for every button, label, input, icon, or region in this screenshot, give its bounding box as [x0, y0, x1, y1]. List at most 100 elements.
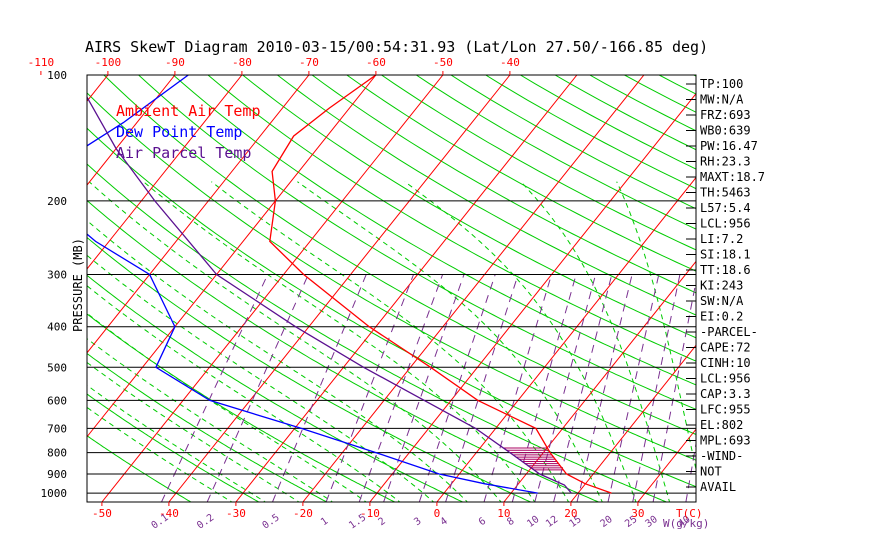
mixing-ratio-tick-label: 30	[644, 514, 660, 530]
index-label: EI:0.2	[700, 310, 743, 324]
bottom-temp-tick-label: 20	[564, 507, 577, 520]
plot-frame	[86, 74, 697, 503]
index-label: LCL:956	[700, 217, 751, 231]
index-label: MAXT:18.7	[700, 170, 765, 184]
index-label: TT:18.6	[700, 263, 751, 277]
dry-adiabat-line	[484, 75, 696, 190]
isotherm-line	[235, 75, 578, 502]
moist-adiabat-line	[87, 384, 267, 502]
pressure-tick-label: 600	[47, 394, 67, 407]
mixing-ratio-line	[576, 274, 633, 502]
moist-adiabat-line	[87, 285, 401, 502]
index-label: RH:23.3	[700, 155, 751, 169]
isotherm-line	[87, 75, 377, 438]
isotherm-line	[503, 260, 696, 502]
isotherm-line	[0, 75, 41, 502]
index-label: KI:243	[700, 279, 743, 293]
pressure-tick-label: 900	[47, 468, 67, 481]
mixing-ratio-line	[358, 274, 444, 502]
dry-adiabat-line	[103, 75, 696, 435]
top-temp-tick-label: -60	[366, 56, 386, 69]
dry-adiabat-line	[519, 75, 696, 170]
isotherm-line	[101, 75, 444, 502]
moist-adiabat-line	[211, 181, 570, 502]
moist-adiabat-line	[87, 254, 435, 502]
top-temp-tick-label: -80	[232, 56, 252, 69]
index-label: EL:802	[700, 418, 743, 432]
dry-adiabat-line	[311, 75, 696, 294]
mixing-ratio-tick-label: 12	[544, 514, 560, 530]
index-label: SW:N/A	[700, 294, 744, 308]
dry-adiabat-line	[276, 75, 696, 316]
isotherm-line	[87, 75, 109, 102]
pressure-tick-label: 300	[47, 269, 67, 282]
mixing-ratio-line	[632, 274, 681, 502]
bottom-temp-tick-label: 0	[434, 507, 441, 520]
isotherm-line	[87, 75, 243, 270]
pressure-tick-label: 800	[47, 447, 67, 460]
dry-adiabat-line	[380, 75, 696, 251]
dry-adiabat-line	[241, 75, 696, 339]
index-label: MW:N/A	[700, 93, 744, 107]
moist-adiabat-line	[87, 312, 367, 502]
legend-entry: Dew Point Temp	[116, 123, 242, 141]
mixing-ratio-tick-label: 4	[439, 516, 450, 528]
index-label: FRZ:693	[700, 108, 751, 122]
mixing-ratio-line	[553, 274, 613, 502]
moist-adiabat-line	[87, 361, 300, 502]
mixing-ratio-line	[325, 274, 414, 502]
mixing-ratio-line	[534, 274, 597, 502]
index-label: TH:5463	[700, 186, 751, 200]
index-label: AVAIL	[700, 480, 736, 494]
bottom-temp-tick-label: -30	[226, 507, 246, 520]
x-axis-unit-label: T(C)	[676, 507, 703, 520]
mixing-ratio-tick-label: 3	[412, 516, 423, 528]
index-label: CINH:10	[700, 356, 751, 370]
index-label: WB0:639	[700, 124, 751, 138]
moist-adiabat-line	[87, 219, 469, 502]
index-label: LCL:956	[700, 372, 751, 386]
mixing-ratio-tick-label: 1	[319, 516, 330, 528]
top-temp-tick-label: -50	[433, 56, 453, 69]
index-label: SI:18.1	[700, 248, 751, 262]
dry-adiabat-line	[207, 75, 696, 362]
index-label: L57:5.4	[700, 201, 751, 215]
pressure-tick-label: 100	[47, 69, 67, 82]
dry-adiabat-line	[450, 75, 696, 210]
bottom-temp-tick-label: 30	[631, 507, 644, 520]
isotherm-line	[839, 75, 870, 502]
index-label: LFC:955	[700, 403, 751, 417]
pressure-tick-label: 1000	[41, 487, 68, 500]
index-label: NOT	[700, 465, 722, 479]
isotherm-line	[772, 75, 870, 502]
mixing-ratio-tick-label: 20	[598, 514, 614, 530]
moist-adiabat-line	[404, 181, 637, 502]
moist-adiabat-line	[520, 181, 671, 502]
chart-title: AIRS SkewT Diagram 2010-03-15/00:54:31.9…	[85, 38, 708, 56]
index-label: MPL:693	[700, 434, 751, 448]
bottom-temp-tick-label: -50	[92, 507, 112, 520]
mixing-ratio-line	[418, 274, 496, 502]
index-label: TP:100	[700, 77, 743, 91]
mixing-ratio-tick-label: 6	[477, 516, 488, 528]
mixing-ratio-unit-label: W(g/kg)	[663, 517, 709, 530]
dry-adiabat-line	[172, 75, 696, 386]
mixing-ratio-line	[206, 274, 309, 502]
pressure-tick-label: 200	[47, 195, 67, 208]
dew-point-temp-line	[87, 75, 538, 494]
mixing-ratio-line	[483, 274, 552, 502]
legend-entry: Air Parcel Temp	[116, 144, 251, 162]
index-label: CAP:3.3	[700, 387, 751, 401]
mixing-ratio-tick-label: 10	[525, 514, 541, 530]
moist-adiabat-line	[87, 406, 233, 502]
mixing-ratio-line	[652, 279, 696, 502]
isotherm-line	[87, 75, 176, 186]
isotherm-line	[570, 344, 696, 502]
isotherm-line	[87, 75, 310, 354]
legend-entry: Ambient Air Temp	[116, 102, 261, 120]
top-temp-tick-label: -100	[95, 56, 122, 69]
air-parcel-temp-line	[87, 95, 572, 494]
isotherm-line	[302, 75, 645, 502]
pressure-tick-label: 500	[47, 361, 67, 374]
